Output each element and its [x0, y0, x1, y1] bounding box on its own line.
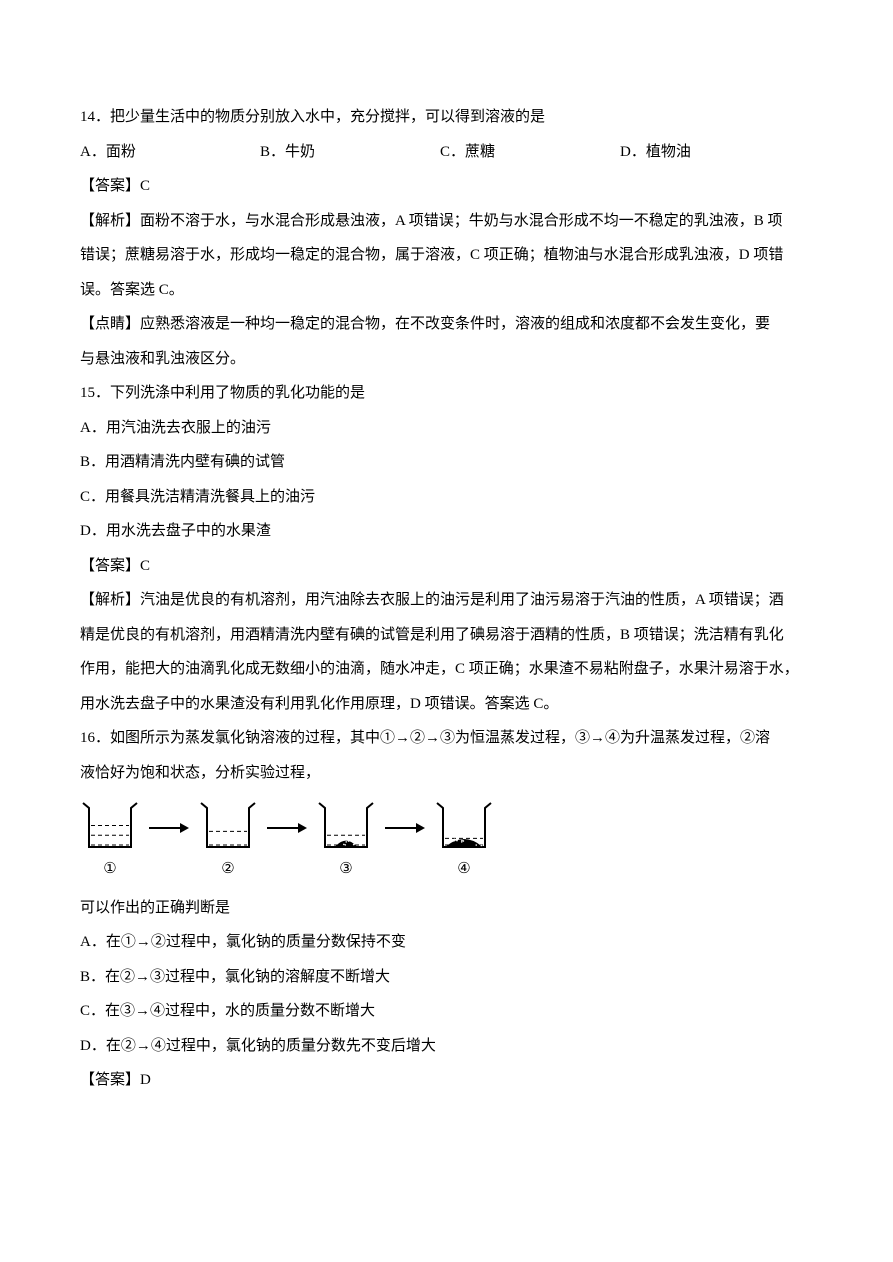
q14-stem: 14．把少量生活中的物质分别放入水中，充分搅拌，可以得到溶液的是 [80, 100, 813, 135]
q15-explanation-line4: 用水洗去盘子中的水果渣没有利用乳化作用原理，D 项错误。答案选 C。 [80, 687, 813, 722]
beaker-4: ④ [434, 800, 494, 887]
beaker-1: ① [80, 800, 140, 887]
q14-explanation-line2: 错误；蔗糖易溶于水，形成均一稳定的混合物，属于溶液，C 项正确；植物油与水混合形… [80, 238, 813, 273]
q15-answer: 【答案】C [80, 549, 813, 584]
q16-stem-line2: 液恰好为饱和状态，分析实验过程， [80, 756, 813, 791]
q14-note-line2: 与悬浊液和乳浊液区分。 [80, 342, 813, 377]
q14-option-b: B．牛奶 [260, 135, 440, 170]
arrow-icon [384, 821, 426, 867]
q16-post-diagram: 可以作出的正确判断是 [80, 891, 813, 926]
q15-explanation-line3: 作用，能把大的油滴乳化成无数细小的油滴，随水冲走，C 项正确；水果渣不易粘附盘子… [80, 652, 813, 687]
arrow-icon [148, 821, 190, 867]
evaporation-diagram: ① ② ③ ④ [80, 800, 813, 887]
q15-stem: 15．下列洗涤中利用了物质的乳化功能的是 [80, 376, 813, 411]
q16-option-c: C．在③→④过程中，水的质量分数不断增大 [80, 994, 813, 1029]
q16-option-b: B．在②→③过程中，氯化钠的溶解度不断增大 [80, 960, 813, 995]
q16-option-a: A．在①→②过程中，氯化钠的质量分数保持不变 [80, 925, 813, 960]
q14-option-a: A．面粉 [80, 135, 260, 170]
beaker-label-3: ③ [339, 852, 352, 887]
q14-explanation-line1: 【解析】面粉不溶于水，与水混合形成悬浊液，A 项错误；牛奶与水混合形成不均一不稳… [80, 204, 813, 239]
q14-option-d: D．植物油 [620, 135, 691, 170]
q16-stem-line1: 16．如图所示为蒸发氯化钠溶液的过程，其中①→②→③为恒温蒸发过程，③→④为升温… [80, 721, 813, 756]
q15-explanation-line1: 【解析】汽油是优良的有机溶剂，用汽油除去衣服上的油污是利用了油污易溶于汽油的性质… [80, 583, 813, 618]
beaker-3: ③ [316, 800, 376, 887]
q15-option-a: A．用汽油洗去衣服上的油污 [80, 411, 813, 446]
q14-options: A．面粉 B．牛奶 C．蔗糖 D．植物油 [80, 135, 813, 170]
beaker-2: ② [198, 800, 258, 887]
beaker-label-1: ① [103, 852, 116, 887]
q15-option-c: C．用餐具洗洁精清洗餐具上的油污 [80, 480, 813, 515]
beaker-label-4: ④ [457, 852, 470, 887]
q14-note-line1: 【点睛】应熟悉溶液是一种均一稳定的混合物，在不改变条件时，溶液的组成和浓度都不会… [80, 307, 813, 342]
q16-answer: 【答案】D [80, 1063, 813, 1098]
arrow-icon [266, 821, 308, 867]
q15-option-d: D．用水洗去盘子中的水果渣 [80, 514, 813, 549]
q14-answer: 【答案】C [80, 169, 813, 204]
q14-option-c: C．蔗糖 [440, 135, 620, 170]
beaker-label-2: ② [221, 852, 234, 887]
q15-option-b: B．用酒精清洗内壁有碘的试管 [80, 445, 813, 480]
q15-explanation-line2: 精是优良的有机溶剂，用酒精清洗内壁有碘的试管是利用了碘易溶于酒精的性质，B 项错… [80, 618, 813, 653]
q14-explanation-line3: 误。答案选 C。 [80, 273, 813, 308]
q16-option-d: D．在②→④过程中，氯化钠的质量分数先不变后增大 [80, 1029, 813, 1064]
